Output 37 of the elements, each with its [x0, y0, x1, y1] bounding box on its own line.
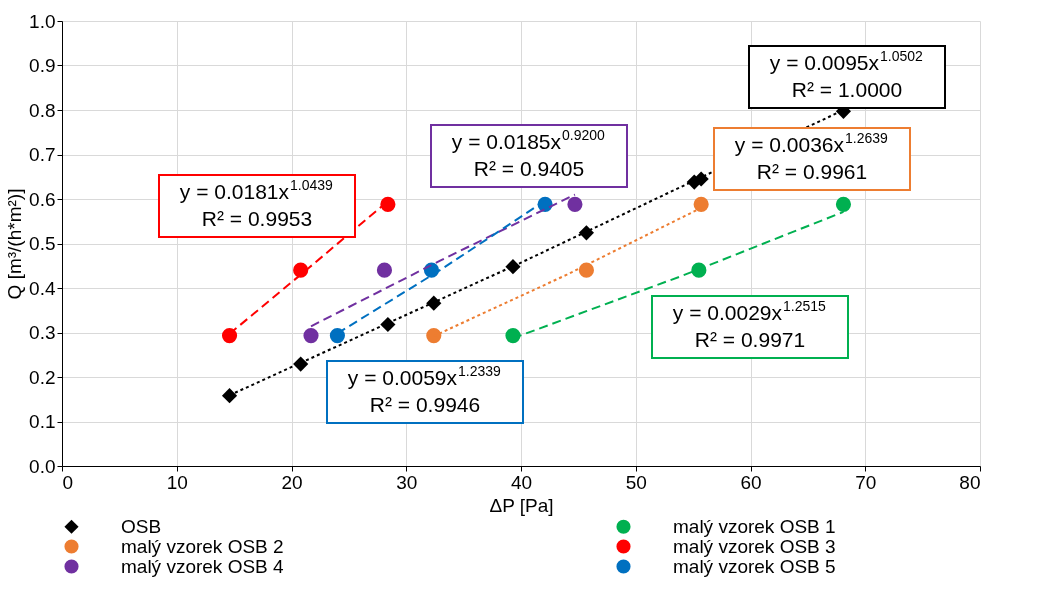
point — [835, 196, 852, 212]
legend-label: malý vzorek OSB 1 — [673, 515, 836, 537]
point — [221, 328, 238, 344]
x-tick-label: 0 — [62, 471, 74, 493]
x-tick-label: 80 — [959, 471, 981, 493]
point — [303, 328, 319, 344]
point — [693, 196, 709, 212]
point — [567, 196, 583, 212]
x-tick-label: 40 — [510, 471, 533, 493]
y-axis-title: Q [m³/(h*m²)] — [4, 188, 26, 300]
y-tick-label: 0.0 — [29, 455, 56, 477]
point — [505, 328, 521, 344]
y-tick-label: 0.7 — [29, 144, 56, 165]
point — [376, 262, 393, 278]
y-tick-label: 0.8 — [29, 99, 56, 121]
y-tick-label: 0.1 — [29, 411, 56, 432]
legend-label: malý vzorek OSB 2 — [121, 535, 284, 557]
point — [221, 388, 238, 404]
x-tick-label: 60 — [740, 471, 762, 493]
legend-label: OSB — [121, 515, 162, 537]
x-tick-label: 10 — [166, 471, 188, 493]
point — [505, 259, 521, 275]
point — [426, 328, 442, 344]
point — [578, 262, 594, 278]
point — [329, 328, 345, 344]
x-axis-title: ΔP [Pa] — [489, 494, 554, 516]
y-tick-label: 0.6 — [29, 188, 56, 210]
x-tick-label: 50 — [625, 471, 647, 493]
y-tick-label: 0.3 — [29, 322, 56, 343]
y-tick-label: 0.4 — [29, 277, 56, 299]
y-tick-label: 0.5 — [29, 233, 56, 254]
y-tick-label: 1.0 — [29, 10, 56, 32]
x-tick-label: 30 — [396, 471, 418, 493]
y-tick-label: 0.9 — [29, 55, 56, 76]
y-tick-label: 0.2 — [29, 366, 56, 388]
x-tick-label: 20 — [281, 471, 303, 493]
x-tick-label: 70 — [855, 471, 877, 493]
